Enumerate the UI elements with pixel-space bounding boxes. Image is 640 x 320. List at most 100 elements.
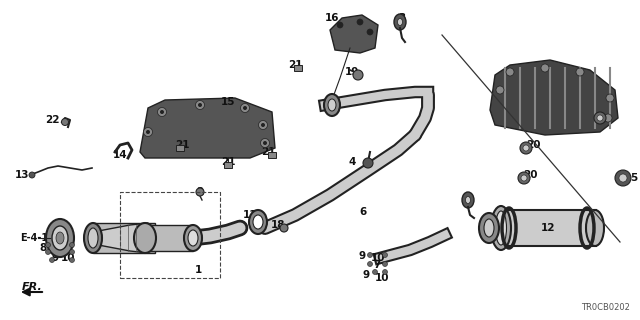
Text: 9: 9 [358, 251, 365, 261]
Circle shape [367, 29, 373, 35]
Text: 3: 3 [467, 197, 474, 207]
Ellipse shape [46, 219, 74, 257]
Text: 21: 21 [221, 157, 236, 167]
Ellipse shape [586, 210, 604, 246]
Text: 11: 11 [243, 210, 257, 220]
Circle shape [383, 269, 387, 275]
Circle shape [367, 252, 372, 258]
Circle shape [157, 108, 166, 116]
Circle shape [243, 106, 247, 110]
Polygon shape [140, 98, 275, 158]
Ellipse shape [84, 223, 102, 253]
Text: 7: 7 [373, 260, 381, 270]
FancyBboxPatch shape [268, 152, 276, 158]
Text: 21: 21 [288, 60, 302, 70]
Ellipse shape [491, 206, 511, 250]
Text: 20: 20 [603, 110, 617, 120]
Ellipse shape [52, 226, 68, 250]
Text: 6: 6 [360, 207, 367, 217]
Circle shape [70, 258, 74, 262]
Ellipse shape [253, 215, 263, 229]
Ellipse shape [324, 94, 340, 116]
Text: 20: 20 [523, 170, 537, 180]
Circle shape [146, 130, 150, 134]
Circle shape [506, 68, 514, 76]
FancyBboxPatch shape [176, 145, 184, 151]
Circle shape [259, 121, 268, 130]
Circle shape [496, 86, 504, 94]
Circle shape [604, 114, 612, 122]
Text: 21: 21 [175, 140, 189, 150]
Text: 4: 4 [348, 157, 356, 167]
Bar [501, 210, 596, 246]
Text: 13: 13 [15, 170, 29, 180]
Circle shape [606, 94, 614, 102]
Text: 9: 9 [51, 253, 59, 263]
Ellipse shape [188, 230, 198, 246]
Circle shape [241, 103, 250, 113]
Bar [120, 192, 220, 278]
Circle shape [576, 68, 584, 76]
Text: 10: 10 [371, 253, 385, 263]
Text: FR.: FR. [22, 282, 42, 292]
Text: E-4-1: E-4-1 [20, 233, 48, 243]
Text: 19: 19 [345, 67, 359, 77]
FancyBboxPatch shape [224, 162, 232, 168]
Ellipse shape [495, 211, 506, 245]
Circle shape [61, 118, 68, 125]
Text: 3: 3 [398, 13, 406, 23]
Text: 18: 18 [271, 220, 285, 230]
Ellipse shape [328, 99, 336, 111]
Text: 1: 1 [195, 265, 202, 275]
Ellipse shape [249, 210, 267, 234]
Circle shape [70, 250, 74, 254]
Circle shape [160, 110, 164, 114]
Text: 14: 14 [113, 150, 127, 160]
Polygon shape [93, 223, 148, 253]
Text: 21: 21 [260, 147, 275, 157]
Circle shape [357, 19, 363, 25]
Circle shape [367, 261, 372, 267]
Circle shape [49, 258, 54, 262]
Ellipse shape [88, 228, 98, 248]
Circle shape [541, 64, 549, 72]
Text: 9: 9 [362, 270, 369, 280]
Circle shape [260, 139, 269, 148]
Bar [145, 225, 193, 251]
Ellipse shape [462, 192, 474, 208]
Circle shape [45, 250, 51, 254]
Text: 10: 10 [61, 253, 76, 263]
Text: 22: 22 [45, 115, 60, 125]
Text: 17: 17 [525, 107, 540, 117]
Text: TR0CB0202: TR0CB0202 [581, 303, 630, 312]
Circle shape [45, 243, 51, 247]
Text: 8: 8 [40, 243, 47, 253]
Ellipse shape [184, 225, 202, 251]
Ellipse shape [394, 14, 406, 30]
Polygon shape [330, 15, 378, 53]
Circle shape [372, 269, 378, 275]
Circle shape [383, 252, 387, 258]
Circle shape [195, 100, 205, 109]
Ellipse shape [465, 196, 470, 204]
Circle shape [143, 127, 152, 137]
Text: 15: 15 [221, 97, 236, 107]
Circle shape [594, 112, 606, 124]
Ellipse shape [479, 213, 499, 243]
Circle shape [261, 123, 265, 127]
Text: 2: 2 [196, 187, 204, 197]
Circle shape [383, 261, 387, 267]
Ellipse shape [134, 223, 156, 253]
FancyBboxPatch shape [294, 65, 302, 71]
Text: 20: 20 [525, 140, 540, 150]
Circle shape [353, 70, 363, 80]
Circle shape [198, 103, 202, 107]
Ellipse shape [56, 232, 64, 244]
Ellipse shape [484, 219, 494, 237]
Polygon shape [490, 60, 618, 135]
Ellipse shape [397, 19, 403, 26]
Text: 12: 12 [541, 223, 556, 233]
Circle shape [280, 224, 288, 232]
Circle shape [615, 170, 631, 186]
Circle shape [597, 115, 603, 121]
